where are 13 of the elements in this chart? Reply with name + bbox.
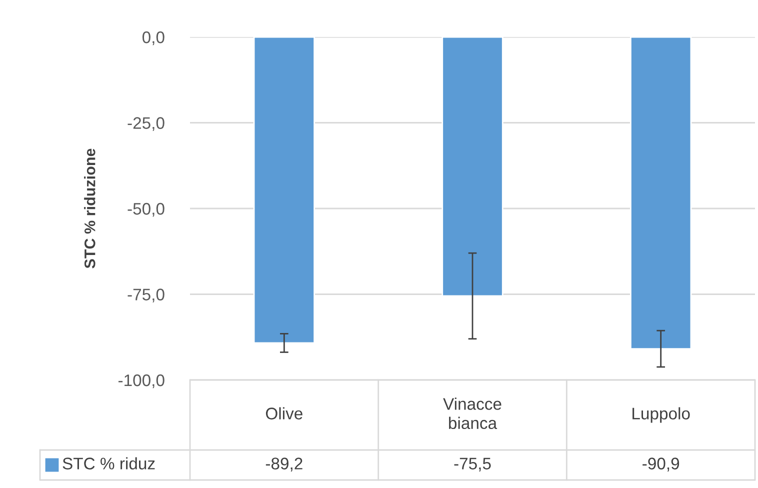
- y-tick-label: -100,0: [118, 374, 164, 388]
- x-tick-label: Vinacce bianca: [443, 398, 502, 430]
- data-label: -89,2: [266, 458, 302, 472]
- legend-label: STC % riduz: [62, 457, 155, 470]
- y-axis-title: STC % riduzione: [84, 148, 96, 268]
- y-tick-label: 0,0: [142, 31, 164, 46]
- y-tick-label: -50,0: [128, 202, 164, 217]
- y-tick-label: -75,0: [128, 288, 164, 302]
- y-tick-label: -25,0: [128, 117, 164, 131]
- x-tick-label: Olive: [266, 407, 302, 420]
- data-label: -90,9: [642, 458, 680, 472]
- data-label: -75,5: [454, 458, 491, 472]
- x-tick-label: Luppolo: [632, 407, 690, 423]
